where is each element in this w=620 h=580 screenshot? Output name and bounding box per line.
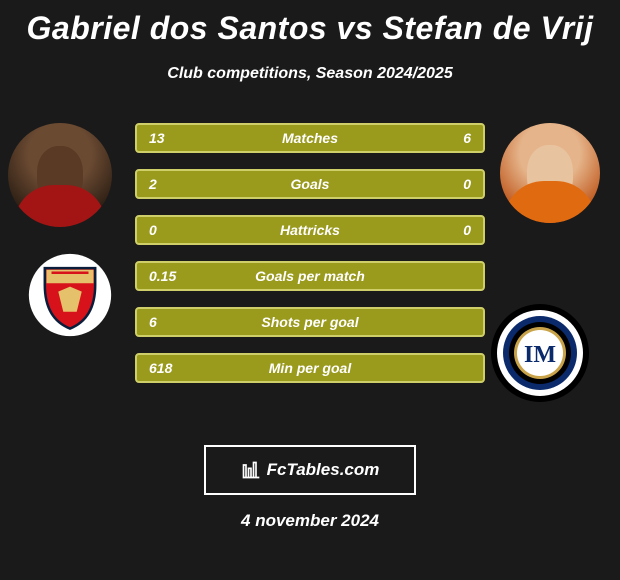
stat-left-value: 2 [149,176,189,192]
stat-right-value: 6 [431,130,471,146]
subtitle: Club competitions, Season 2024/2025 [0,65,620,83]
inter-crest-icon: IM [490,303,590,403]
brand-suffix: Tables.com [286,460,379,479]
date-label: 4 november 2024 [0,511,620,531]
comparison-stage: IM 13Matches62Goals00Hattricks00.15Goals… [0,113,620,433]
left-club-badge [28,253,112,337]
stat-row: 618Min per goal [135,353,485,383]
stat-left-value: 6 [149,314,189,330]
avatar-torso [504,181,596,223]
right-player-avatar [500,123,600,223]
stat-left-value: 0.15 [149,268,189,284]
stat-right-value: 0 [431,176,471,192]
brand-logo-icon [241,460,261,480]
stat-right-value: 0 [431,222,471,238]
stat-label: Goals [189,176,431,192]
stat-label: Min per goal [189,360,431,376]
avatar-torso [14,185,106,227]
brand-text: FcTables.com [267,460,380,480]
stat-label: Matches [189,130,431,146]
stat-label: Goals per match [189,268,431,284]
stat-row: 2Goals0 [135,169,485,199]
brand-prefix: Fc [267,460,287,479]
stat-row: 0Hattricks0 [135,215,485,245]
right-club-badge: IM [490,303,590,403]
stat-left-value: 618 [149,360,189,376]
stat-label: Hattricks [189,222,431,238]
svg-text:IM: IM [524,342,556,368]
stat-row: 6Shots per goal [135,307,485,337]
stat-row: 13Matches6 [135,123,485,153]
stat-row: 0.15Goals per match [135,261,485,291]
brand-box: FcTables.com [204,445,416,495]
arsenal-crest-icon [28,253,112,337]
stat-bars: 13Matches62Goals00Hattricks00.15Goals pe… [135,123,485,399]
left-player-avatar [8,123,112,227]
page-title: Gabriel dos Santos vs Stefan de Vrij [0,0,620,47]
stat-left-value: 0 [149,222,189,238]
stat-left-value: 13 [149,130,189,146]
stat-label: Shots per goal [189,314,431,330]
